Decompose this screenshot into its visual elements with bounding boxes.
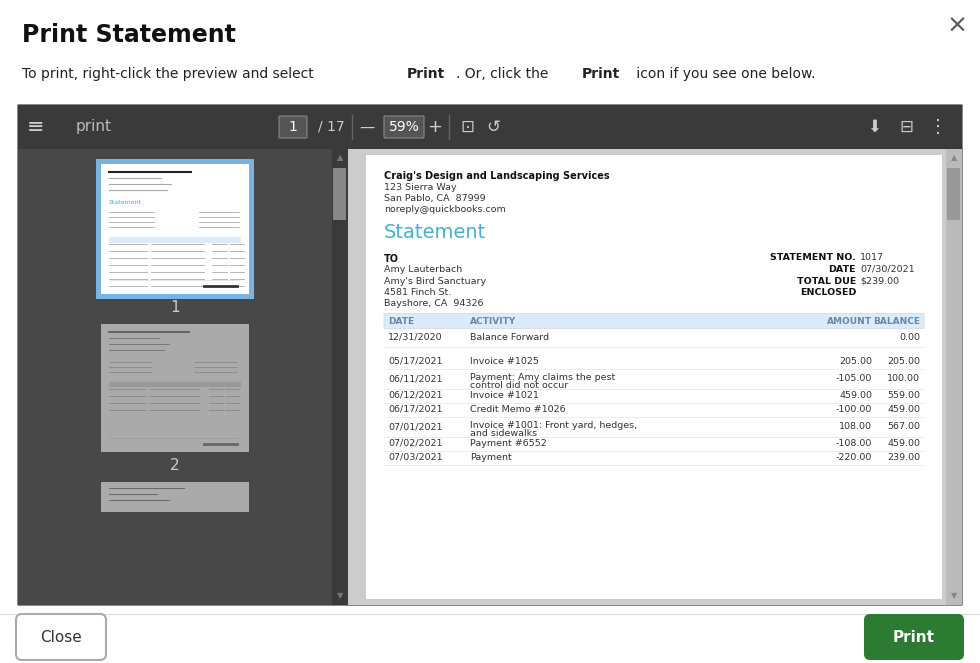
FancyBboxPatch shape bbox=[333, 168, 346, 220]
Text: Payment: Amy claims the pest: Payment: Amy claims the pest bbox=[470, 373, 615, 381]
FancyBboxPatch shape bbox=[16, 614, 106, 660]
Text: Payment: Payment bbox=[470, 453, 512, 462]
Text: ENCLOSED: ENCLOSED bbox=[800, 288, 856, 297]
Text: ⬇: ⬇ bbox=[867, 118, 881, 136]
Text: ▲: ▲ bbox=[337, 154, 343, 162]
Text: ▼: ▼ bbox=[337, 591, 343, 601]
Text: 0.00: 0.00 bbox=[899, 333, 920, 342]
Text: AMOUNT: AMOUNT bbox=[827, 316, 872, 326]
FancyBboxPatch shape bbox=[109, 237, 241, 243]
Text: 1017: 1017 bbox=[860, 253, 884, 263]
Text: ACTIVITY: ACTIVITY bbox=[470, 316, 516, 326]
FancyBboxPatch shape bbox=[101, 164, 249, 294]
Text: 459.00: 459.00 bbox=[839, 391, 872, 400]
Text: —: — bbox=[360, 119, 374, 135]
Text: Amy Lauterbach: Amy Lauterbach bbox=[384, 265, 463, 274]
Text: -108.00: -108.00 bbox=[836, 439, 872, 448]
FancyBboxPatch shape bbox=[18, 105, 962, 149]
FancyBboxPatch shape bbox=[348, 149, 962, 605]
Text: Statement: Statement bbox=[109, 200, 142, 205]
Text: 06/12/2021: 06/12/2021 bbox=[388, 391, 443, 400]
Text: 123 Sierra Way: 123 Sierra Way bbox=[384, 182, 457, 192]
Text: STATEMENT NO.: STATEMENT NO. bbox=[770, 253, 856, 263]
Text: ↺: ↺ bbox=[486, 118, 500, 136]
FancyBboxPatch shape bbox=[18, 105, 962, 605]
Text: . Or, click the: . Or, click the bbox=[457, 67, 553, 81]
Text: $239.00: $239.00 bbox=[860, 276, 899, 286]
Text: 2: 2 bbox=[171, 459, 179, 473]
FancyBboxPatch shape bbox=[18, 149, 348, 605]
Text: 4581 Finch St.: 4581 Finch St. bbox=[384, 288, 451, 297]
Text: noreply@quickbooks.com: noreply@quickbooks.com bbox=[384, 206, 506, 215]
Text: San Pablo, CA  87999: San Pablo, CA 87999 bbox=[384, 194, 486, 203]
Text: Print Statement: Print Statement bbox=[22, 23, 236, 47]
Text: 459.00: 459.00 bbox=[887, 405, 920, 414]
Text: Invoice #1021: Invoice #1021 bbox=[470, 391, 539, 400]
Text: ⋮: ⋮ bbox=[929, 118, 947, 136]
Text: Invoice #1001: Front yard, hedges,: Invoice #1001: Front yard, hedges, bbox=[470, 420, 637, 430]
FancyBboxPatch shape bbox=[101, 324, 249, 452]
Text: 108.00: 108.00 bbox=[839, 422, 872, 431]
FancyBboxPatch shape bbox=[384, 116, 424, 138]
Text: Invoice #1025: Invoice #1025 bbox=[470, 357, 539, 366]
Text: 12/31/2020: 12/31/2020 bbox=[388, 333, 443, 342]
Text: -220.00: -220.00 bbox=[836, 453, 872, 462]
Text: Print: Print bbox=[893, 629, 935, 644]
FancyBboxPatch shape bbox=[946, 149, 962, 605]
Text: Balance Forward: Balance Forward bbox=[470, 333, 549, 342]
Text: ×: × bbox=[947, 14, 967, 38]
Text: ▼: ▼ bbox=[951, 591, 957, 601]
Text: / 17: / 17 bbox=[318, 120, 345, 134]
Text: TOTAL DUE: TOTAL DUE bbox=[797, 276, 856, 286]
FancyBboxPatch shape bbox=[101, 482, 249, 512]
Text: ≡: ≡ bbox=[27, 117, 45, 137]
Text: 239.00: 239.00 bbox=[887, 453, 920, 462]
Text: -100.00: -100.00 bbox=[836, 405, 872, 414]
Text: Credit Memo #1026: Credit Memo #1026 bbox=[470, 405, 565, 414]
Text: Payment #6552: Payment #6552 bbox=[470, 439, 547, 448]
Text: and sidewalks: and sidewalks bbox=[470, 430, 537, 438]
Text: 06/17/2021: 06/17/2021 bbox=[388, 405, 443, 414]
Text: 559.00: 559.00 bbox=[887, 391, 920, 400]
Text: 07/30/2021: 07/30/2021 bbox=[860, 265, 914, 274]
Text: 205.00: 205.00 bbox=[839, 357, 872, 366]
Text: 1: 1 bbox=[171, 300, 179, 316]
FancyBboxPatch shape bbox=[864, 614, 964, 660]
Text: 06/11/2021: 06/11/2021 bbox=[388, 374, 443, 383]
Text: ▲: ▲ bbox=[951, 154, 957, 162]
FancyBboxPatch shape bbox=[279, 116, 307, 138]
FancyBboxPatch shape bbox=[947, 168, 960, 220]
Text: 459.00: 459.00 bbox=[887, 439, 920, 448]
FancyBboxPatch shape bbox=[109, 382, 241, 387]
Text: BALANCE: BALANCE bbox=[873, 316, 920, 326]
Text: DATE: DATE bbox=[828, 265, 856, 274]
Text: 100.00: 100.00 bbox=[887, 374, 920, 383]
Text: Print: Print bbox=[582, 67, 620, 81]
Text: DATE: DATE bbox=[388, 316, 415, 326]
Text: Craig's Design and Landscaping Services: Craig's Design and Landscaping Services bbox=[384, 171, 610, 181]
FancyBboxPatch shape bbox=[384, 314, 924, 328]
Text: control did not occur: control did not occur bbox=[470, 381, 568, 391]
Text: Print: Print bbox=[407, 67, 445, 81]
FancyBboxPatch shape bbox=[332, 149, 348, 605]
Text: 59%: 59% bbox=[389, 120, 419, 134]
Text: Statement: Statement bbox=[384, 223, 486, 243]
Text: 07/03/2021: 07/03/2021 bbox=[388, 453, 443, 462]
Text: Amy's Bird Sanctuary: Amy's Bird Sanctuary bbox=[384, 276, 486, 286]
Text: Close: Close bbox=[40, 629, 82, 644]
Text: print: print bbox=[76, 119, 112, 135]
Text: icon if you see one below.: icon if you see one below. bbox=[631, 67, 815, 81]
Text: 205.00: 205.00 bbox=[887, 357, 920, 366]
Text: 1: 1 bbox=[288, 120, 298, 134]
Text: 567.00: 567.00 bbox=[887, 422, 920, 431]
FancyBboxPatch shape bbox=[96, 159, 254, 299]
Text: To print, right-click the preview and select: To print, right-click the preview and se… bbox=[22, 67, 318, 81]
FancyBboxPatch shape bbox=[366, 155, 942, 599]
Text: TO: TO bbox=[384, 253, 399, 263]
Text: 07/02/2021: 07/02/2021 bbox=[388, 439, 443, 448]
Text: +: + bbox=[427, 118, 443, 136]
Text: 07/01/2021: 07/01/2021 bbox=[388, 422, 443, 431]
Text: -105.00: -105.00 bbox=[836, 374, 872, 383]
Text: 05/17/2021: 05/17/2021 bbox=[388, 357, 443, 366]
